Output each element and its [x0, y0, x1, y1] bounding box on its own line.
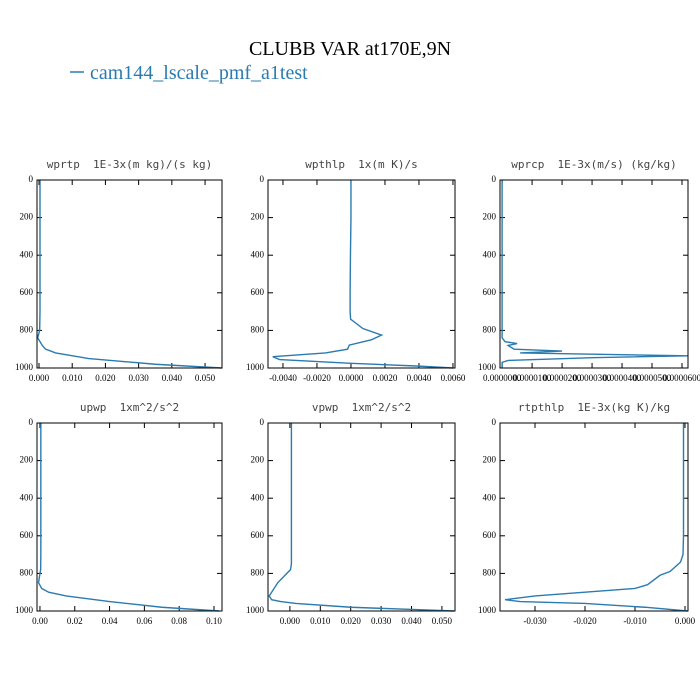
x-tick-label: 0.030	[129, 373, 150, 383]
x-tick-label: 0.050	[432, 616, 453, 626]
plot-frame	[36, 179, 223, 369]
x-tick-label: 0.0020	[373, 373, 398, 383]
x-tick-label: -0.030	[523, 616, 547, 626]
plot-frame	[267, 422, 456, 612]
y-tick-label: 600	[20, 530, 34, 540]
x-tick-label: 0.10	[206, 616, 222, 626]
y-tick-label: 0	[492, 174, 497, 184]
x-tick-label: 0.0040	[407, 373, 432, 383]
y-tick-label: 800	[483, 567, 497, 577]
x-tick-label: 0.020	[95, 373, 116, 383]
y-tick-label: 400	[20, 249, 34, 259]
panel-title: wpthlp 1x(m K)/s	[305, 158, 418, 171]
y-tick-label: 400	[483, 249, 497, 259]
x-tick-label: 0.04	[102, 616, 118, 626]
x-tick-label: 0.02	[67, 616, 83, 626]
x-tick-label: 0.000	[675, 616, 696, 626]
plot-frame	[36, 422, 223, 612]
y-tick-label: 0	[29, 417, 34, 427]
y-tick-label: 200	[251, 212, 265, 222]
y-tick-label: 0	[492, 417, 497, 427]
x-tick-label: -0.0040	[269, 373, 297, 383]
y-tick-label: 1000	[15, 362, 34, 372]
x-tick-label: 0.00	[32, 616, 48, 626]
y-tick-label: 600	[20, 287, 34, 297]
x-tick-label: -0.010	[623, 616, 647, 626]
y-tick-label: 600	[483, 287, 497, 297]
y-tick-label: 400	[251, 249, 265, 259]
y-tick-label: 200	[483, 212, 497, 222]
y-tick-label: 0	[260, 174, 265, 184]
y-tick-label: 800	[20, 567, 34, 577]
x-tick-label: 0.0000500	[633, 373, 672, 383]
x-tick-label: 0.050	[195, 373, 216, 383]
y-tick-label: 400	[483, 492, 497, 502]
x-tick-label: 0.0000600	[663, 373, 700, 383]
y-tick-label: 600	[251, 530, 265, 540]
x-tick-label: 0.010	[310, 616, 331, 626]
x-tick-label: 0.020	[341, 616, 362, 626]
x-tick-label: 0.010	[62, 373, 83, 383]
y-tick-label: 1000	[478, 605, 497, 615]
profile-line	[501, 180, 689, 368]
y-tick-label: 600	[483, 530, 497, 540]
y-tick-label: 800	[20, 324, 34, 334]
y-tick-label: 200	[251, 455, 265, 465]
profile-line	[504, 423, 688, 612]
x-tick-label: -0.0020	[303, 373, 331, 383]
profile-line	[36, 180, 222, 369]
y-tick-label: 1000	[246, 362, 265, 372]
y-tick-label: 0	[260, 417, 265, 427]
plot-frame	[499, 422, 689, 612]
y-tick-label: 1000	[15, 605, 34, 615]
x-tick-label: 0.040	[401, 616, 422, 626]
x-tick-label: -0.020	[573, 616, 597, 626]
y-tick-label: 1000	[478, 362, 497, 372]
legend-label: cam144_lscale_pmf_a1test	[90, 62, 308, 84]
y-tick-label: 200	[20, 455, 34, 465]
y-tick-label: 800	[251, 567, 265, 577]
y-tick-label: 400	[251, 492, 265, 502]
x-tick-label: 0.0000	[339, 373, 364, 383]
y-tick-label: 400	[20, 492, 34, 502]
x-tick-label: 0.0060	[441, 373, 466, 383]
x-tick-label: 0.06	[137, 616, 153, 626]
x-tick-label: 0.08	[171, 616, 187, 626]
profile-line	[272, 180, 453, 369]
profile-line	[268, 423, 455, 612]
y-tick-label: 600	[251, 287, 265, 297]
x-tick-label: 0.0000300	[573, 373, 612, 383]
x-tick-label: 0.040	[162, 373, 183, 383]
x-tick-label: 0.0000200	[543, 373, 582, 383]
y-tick-label: 200	[20, 212, 34, 222]
y-tick-label: 1000	[246, 605, 265, 615]
x-tick-label: 0.0000000	[483, 373, 522, 383]
x-tick-label: 0.000	[280, 616, 301, 626]
figure-title: CLUBB VAR at170E,9N	[249, 38, 451, 60]
y-tick-label: 0	[29, 174, 34, 184]
panel-title: wprtp 1E-3x(m kg)/(s kg)	[47, 158, 213, 171]
x-tick-label: 0.030	[371, 616, 392, 626]
plot-frame	[267, 179, 456, 369]
y-tick-label: 200	[483, 455, 497, 465]
panel-title: vpwp 1xm^2/s^2	[312, 401, 411, 414]
panel-title: rtpthlp 1E-3x(kg K)/kg	[518, 401, 670, 414]
panel-title: upwp 1xm^2/s^2	[80, 401, 179, 414]
x-tick-label: 0.0000100	[513, 373, 552, 383]
x-tick-label: 0.0000400	[603, 373, 642, 383]
y-tick-label: 800	[251, 324, 265, 334]
x-tick-label: 0.000	[29, 373, 50, 383]
plot-frame	[499, 179, 689, 369]
profile-line	[37, 423, 220, 612]
panel-title: wprcp 1E-3x(m/s) (kg/kg)	[511, 158, 677, 171]
y-tick-label: 800	[483, 324, 497, 334]
